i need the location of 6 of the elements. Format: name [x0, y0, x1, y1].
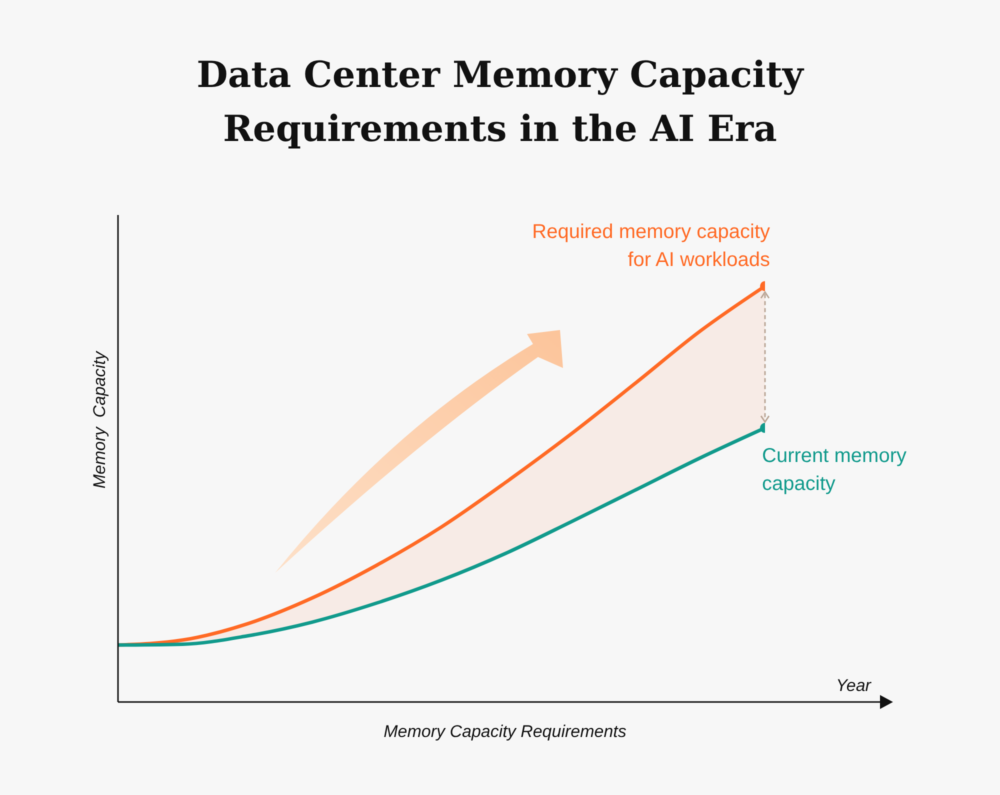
series-label: Required memory capacity for AI workloads: [531, 220, 770, 274]
x-axis-title: Memory Capacity Requirements: [382, 722, 628, 742]
series-label: Current memory capacity: [762, 444, 908, 497]
chart-title: Data Center Memory Capacity Requirements in the AI Era: [196, 53, 806, 152]
text: Year: [836, 676, 871, 696]
y-axis-title: Memory Capacity: [90, 350, 110, 490]
